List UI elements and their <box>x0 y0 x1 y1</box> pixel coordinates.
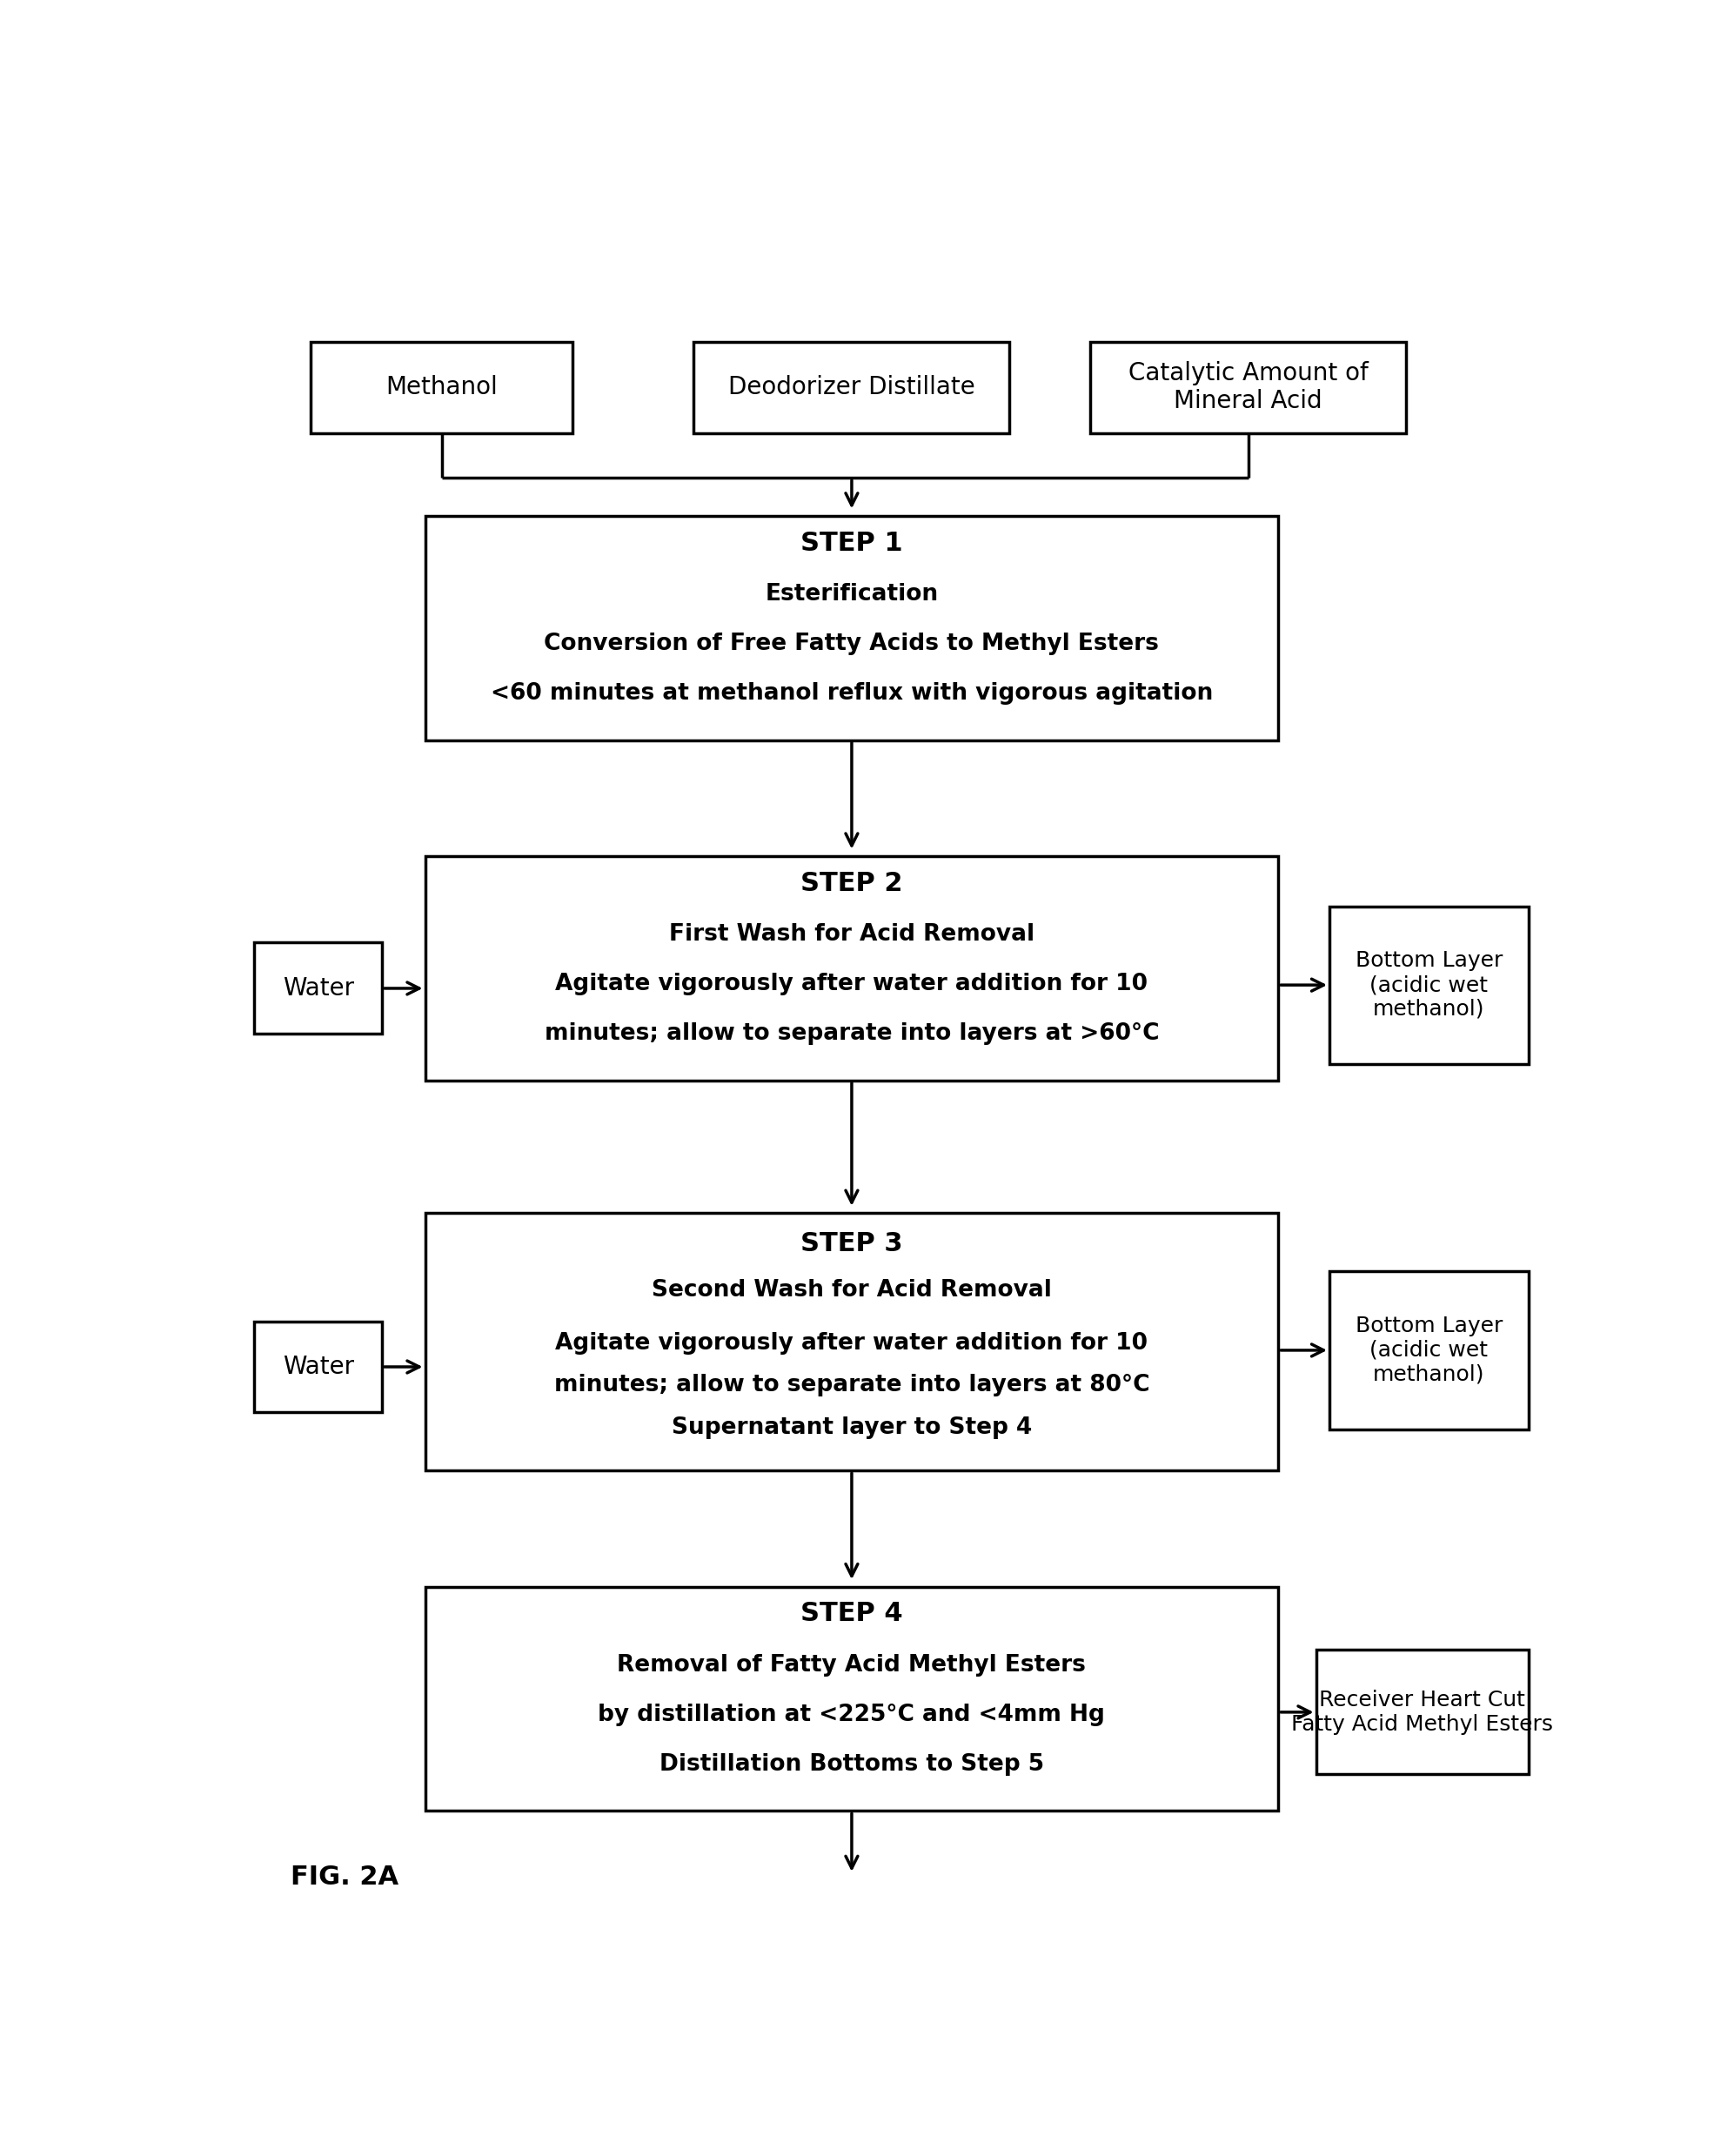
FancyBboxPatch shape <box>425 1214 1278 1470</box>
Text: STEP 1: STEP 1 <box>801 530 903 556</box>
Text: Methanol: Methanol <box>387 375 498 399</box>
Text: minutes; allow to separate into layers at >60°C: minutes; allow to separate into layers a… <box>544 1022 1158 1046</box>
Text: Water: Water <box>283 977 354 1000</box>
FancyBboxPatch shape <box>255 1322 381 1412</box>
FancyBboxPatch shape <box>425 1587 1278 1811</box>
Text: by distillation at <225°C and <4mm Hg: by distillation at <225°C and <4mm Hg <box>598 1703 1105 1727</box>
Text: Esterification: Esterification <box>765 582 938 606</box>
Text: Deodorizer Distillate: Deodorizer Distillate <box>728 375 975 399</box>
Text: FIG. 2A: FIG. 2A <box>291 1865 399 1891</box>
Text: <60 minutes at methanol reflux with vigorous agitation: <60 minutes at methanol reflux with vigo… <box>491 681 1212 705</box>
FancyBboxPatch shape <box>1330 906 1528 1063</box>
Text: Removal of Fatty Acid Methyl Esters: Removal of Fatty Acid Methyl Esters <box>617 1654 1085 1677</box>
Text: First Wash for Acid Removal: First Wash for Acid Removal <box>669 923 1035 946</box>
Text: STEP 2: STEP 2 <box>801 871 903 897</box>
Text: Bottom Layer
(acidic wet
methanol): Bottom Layer (acidic wet methanol) <box>1356 1315 1503 1384</box>
FancyBboxPatch shape <box>1091 341 1406 433</box>
Text: Conversion of Free Fatty Acids to Methyl Esters: Conversion of Free Fatty Acids to Methyl… <box>544 632 1160 655</box>
Text: Second Wash for Acid Removal: Second Wash for Acid Removal <box>652 1279 1053 1302</box>
Text: STEP 3: STEP 3 <box>801 1231 903 1257</box>
Text: Receiver Heart Cut
Fatty Acid Methyl Esters: Receiver Heart Cut Fatty Acid Methyl Est… <box>1292 1690 1554 1736</box>
Text: Supernatant layer to Step 4: Supernatant layer to Step 4 <box>671 1416 1032 1438</box>
FancyBboxPatch shape <box>1316 1649 1528 1774</box>
Text: Bottom Layer
(acidic wet
methanol): Bottom Layer (acidic wet methanol) <box>1356 951 1503 1020</box>
FancyBboxPatch shape <box>310 341 572 433</box>
Text: Distillation Bottoms to Step 5: Distillation Bottoms to Step 5 <box>659 1753 1044 1777</box>
Text: STEP 4: STEP 4 <box>801 1602 903 1626</box>
Text: Agitate vigorously after water addition for 10: Agitate vigorously after water addition … <box>555 972 1148 996</box>
FancyBboxPatch shape <box>694 341 1009 433</box>
Text: Water: Water <box>283 1354 354 1380</box>
FancyBboxPatch shape <box>425 856 1278 1080</box>
FancyBboxPatch shape <box>1330 1272 1528 1429</box>
Text: Catalytic Amount of
Mineral Acid: Catalytic Amount of Mineral Acid <box>1129 360 1368 414</box>
Text: Agitate vigorously after water addition for 10: Agitate vigorously after water addition … <box>555 1332 1148 1354</box>
FancyBboxPatch shape <box>425 515 1278 740</box>
FancyBboxPatch shape <box>255 942 381 1035</box>
Text: minutes; allow to separate into layers at 80°C: minutes; allow to separate into layers a… <box>553 1373 1150 1397</box>
